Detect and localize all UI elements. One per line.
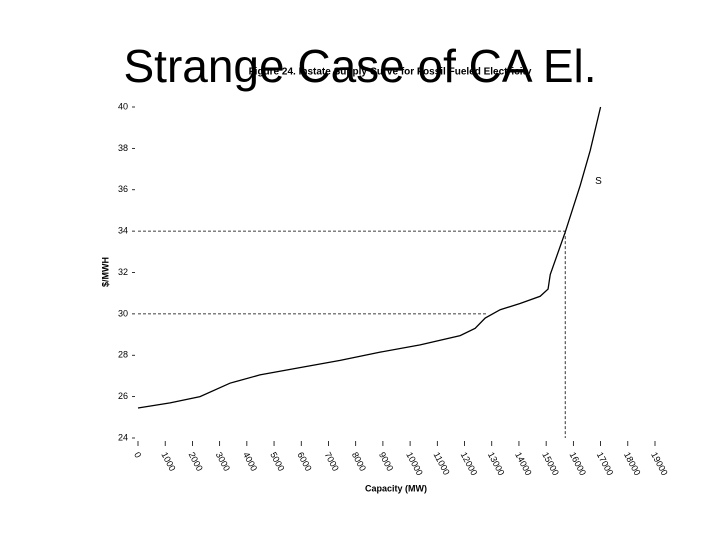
x-tick-label: 5000 [268, 450, 286, 472]
y-tick-label: 32 [118, 267, 128, 277]
x-tick-label: 9000 [377, 450, 395, 472]
y-tick-label: 36 [118, 184, 128, 194]
slide-title: Strange Case of CA El. [123, 40, 596, 92]
chart-title: Figure 24. Instate Supply Curve for Foss… [249, 67, 532, 78]
x-tick-label: 17000 [595, 450, 616, 477]
annotation: S [595, 176, 602, 187]
y-tick-label: 40 [118, 101, 128, 111]
x-tick-label: 10000 [404, 450, 425, 477]
y-tick-label: 26 [118, 391, 128, 401]
x-tick-label: 4000 [241, 450, 259, 472]
x-tick-label: 12000 [459, 450, 480, 477]
y-tick-label: 28 [118, 350, 128, 360]
x-tick-label: 2000 [187, 450, 205, 472]
y-tick-label: 38 [118, 143, 128, 153]
x-tick-label: 19000 [649, 450, 670, 477]
x-tick-label: 15000 [540, 450, 561, 477]
x-tick-label: 16000 [568, 450, 589, 477]
x-tick-label: 13000 [486, 450, 507, 477]
supply-curve [137, 106, 602, 409]
x-tick-label: 3000 [214, 450, 232, 472]
x-tick-label: 11000 [431, 450, 451, 476]
x-axis-label: Capacity (MW) [365, 483, 427, 493]
y-tick-label: 24 [118, 432, 128, 442]
y-axis-label: $/MWH [100, 257, 110, 287]
x-tick-label: 8000 [350, 450, 368, 472]
x-tick-label: 18000 [622, 450, 643, 477]
x-tick-label: 0 [132, 450, 143, 459]
x-tick-label: 6000 [295, 450, 313, 472]
x-tick-label: 1000 [159, 450, 177, 472]
x-tick-label: 7000 [323, 450, 341, 472]
y-tick-label: 30 [118, 308, 128, 318]
x-tick-label: 14000 [513, 450, 534, 477]
y-tick-label: 34 [118, 226, 128, 236]
